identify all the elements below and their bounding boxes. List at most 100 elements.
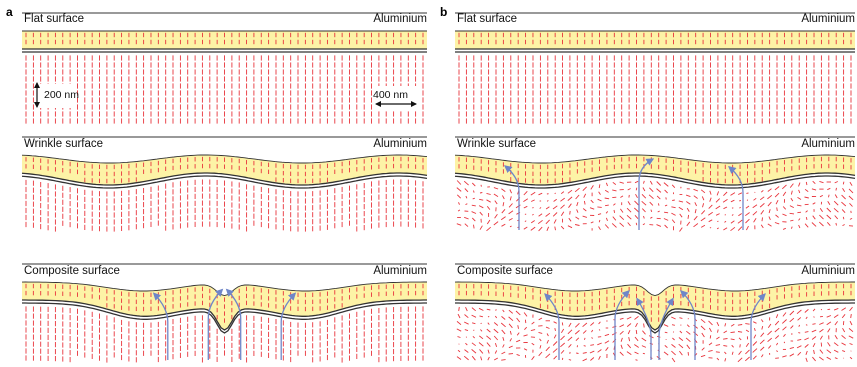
field-arrow [508,345,513,349]
field-arrow [605,217,608,222]
field-arrow [759,339,765,345]
field-arrow [701,196,705,201]
field-arrow [649,180,653,185]
field-arrow [560,204,565,209]
field-arrow [509,196,512,201]
field-arrow [693,188,699,192]
field-arrow [604,333,610,337]
field-arrow [819,349,824,354]
field-arrow [700,189,706,194]
field-arrow [471,204,476,207]
field-arrow [783,333,786,337]
field-arrow [789,346,795,350]
field-arrow [524,220,527,223]
field-arrow [642,187,646,192]
field-arrow [833,314,839,318]
flux-streamline [503,165,520,230]
field-arrow [709,335,712,339]
field-arrow [737,226,743,231]
field-arrow [680,324,682,326]
field-arrow [730,331,735,334]
field-arrow [523,348,528,351]
field-arrow [782,191,787,197]
field-arrow [471,182,476,187]
field-arrow [568,217,572,222]
field-arrow [619,324,625,328]
field-arrow [509,225,512,228]
field-arrow [635,222,638,226]
material-label-wrinkle-b: Aluminium [801,138,855,150]
field-arrow [583,337,586,340]
field-arrow [752,211,758,216]
field-arrow [532,213,534,216]
field-arrow [746,199,749,201]
field-arrow [458,202,460,205]
field-arrow [538,331,543,334]
field-arrow [568,322,572,327]
field-arrow [827,342,831,347]
field-arrow [589,207,595,210]
field-arrow [700,354,706,358]
field-arrow [849,181,853,186]
field-arrow [464,314,469,319]
field-arrow [746,225,749,231]
field-arrow [678,206,684,211]
field-arrow [553,198,557,202]
field-arrow [819,208,823,213]
field-arrow [633,207,640,213]
field-arrow [663,218,669,221]
field-arrow [804,188,809,192]
field-arrow [473,224,475,229]
flux-streamline [636,297,652,360]
field-arrow [679,350,683,356]
field-arrow [671,316,676,320]
field-arrow [539,345,542,349]
field-arrow [546,339,549,344]
field-arrow [479,198,484,201]
field-arrow [827,201,831,206]
field-arrow [500,322,506,328]
field-arrow [753,197,757,201]
aluminium-film [455,155,855,185]
field-arrow [709,227,712,229]
field-arrow [634,215,639,219]
field-arrow [715,344,721,346]
field-arrow [842,188,846,193]
field-arrow [790,219,794,222]
field-arrow [552,341,558,346]
field-arrow [501,329,506,335]
field-arrow [664,211,669,214]
field-arrow [759,203,765,208]
field-arrow [790,197,794,202]
field-arrow [701,332,705,338]
field-arrow [841,209,846,214]
field-arrow [531,321,535,325]
field-arrow [456,328,462,332]
field-arrow [560,225,565,230]
field-arrow [560,335,565,341]
field-arrow [685,337,691,343]
field-arrow [635,193,638,199]
field-arrow [583,200,586,205]
field-arrow [818,221,824,227]
field-arrow [582,352,587,354]
field-arrow [776,207,778,211]
field-arrow [715,205,721,210]
field-arrow [582,186,588,192]
field-arrow [590,357,595,361]
field-arrow [679,330,683,334]
field-arrow [761,319,764,323]
field-arrow [545,206,550,210]
field-arrow [590,344,595,346]
field-arrow [605,347,609,351]
field-arrow [487,349,490,354]
field-arrow [730,323,735,327]
field-arrow [738,192,743,195]
field-arrow [553,219,557,224]
field-arrow [811,329,817,333]
field-arrow [789,317,795,323]
field-arrow [759,196,765,201]
field-arrow [634,316,639,320]
field-arrow [494,350,498,354]
field-arrow [627,201,631,206]
